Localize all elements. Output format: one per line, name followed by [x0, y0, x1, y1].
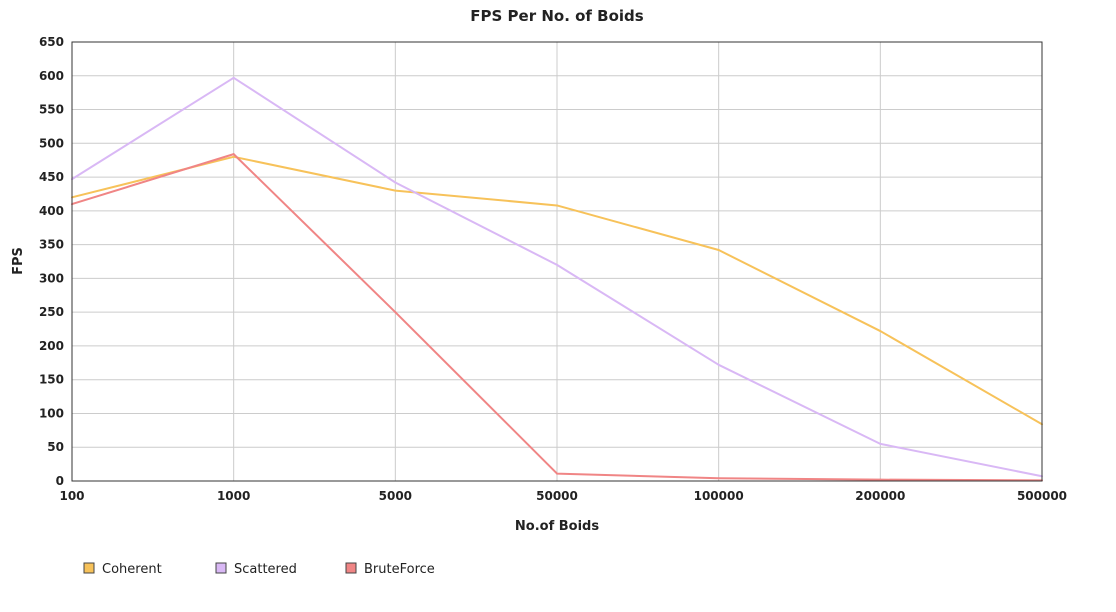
data-point — [232, 155, 235, 158]
y-tick-label: 200 — [39, 339, 64, 353]
data-point — [556, 204, 558, 207]
y-tick-label: 300 — [39, 271, 64, 285]
y-tick-label: 50 — [47, 440, 64, 454]
x-tick-label: 200000 — [855, 489, 905, 503]
data-point — [394, 181, 397, 184]
legend-label: Coherent — [102, 562, 162, 577]
y-tick-label: 450 — [39, 170, 64, 184]
data-point — [556, 472, 558, 475]
y-tick-label: 500 — [39, 136, 64, 150]
data-point — [879, 330, 882, 333]
x-tick-label: 5000 — [379, 489, 412, 503]
x-axis-label: No.of Boids — [515, 519, 599, 534]
x-tick-label: 1000 — [217, 489, 250, 503]
grid — [71, 41, 1043, 482]
legend-item-bruteforce: BruteForce — [345, 562, 435, 577]
data-point — [394, 311, 397, 314]
data-point — [232, 76, 235, 79]
data-point — [232, 153, 235, 156]
y-tick-label: 350 — [39, 238, 64, 252]
legend-label: BruteForce — [364, 562, 435, 577]
x-axis-ticks: 100 1000 5000 50000 100000 200000 500000 — [59, 489, 1067, 503]
y-axis-label: FPS — [11, 247, 26, 275]
data-point — [556, 263, 558, 266]
y-tick-label: 100 — [39, 406, 64, 420]
legend-item-coherent: Coherent — [83, 562, 162, 577]
data-point — [717, 249, 720, 252]
y-tick-label: 400 — [39, 204, 64, 218]
legend: Coherent Scattered BruteForce — [83, 562, 435, 577]
chart-title: FPS Per No. of Boids — [470, 7, 644, 25]
y-tick-label: 550 — [39, 103, 64, 117]
legend-swatch — [83, 562, 95, 574]
y-tick-label: 250 — [39, 305, 64, 319]
x-tick-label: 50000 — [536, 489, 578, 503]
y-tick-label: 600 — [39, 69, 64, 83]
x-tick-label: 100 — [59, 489, 84, 503]
data-point — [879, 442, 882, 445]
plot-frame — [71, 41, 1043, 482]
y-tick-label: 150 — [39, 373, 64, 387]
legend-item-scattered: Scattered — [215, 562, 297, 577]
data-point — [394, 189, 397, 192]
y-axis-ticks: 0 50 100 150 200 250 300 350 400 450 500 550 600 650 — [39, 35, 64, 488]
data-point — [717, 363, 720, 366]
legend-swatch — [215, 562, 227, 574]
data-point — [717, 477, 720, 480]
y-tick-label: 650 — [39, 35, 64, 49]
legend-label: Scattered — [234, 562, 297, 577]
legend-swatch — [345, 562, 357, 574]
x-tick-label: 500000 — [1017, 489, 1067, 503]
x-tick-label: 100000 — [694, 489, 744, 503]
y-tick-label: 0 — [56, 474, 64, 488]
data-point — [879, 478, 882, 481]
